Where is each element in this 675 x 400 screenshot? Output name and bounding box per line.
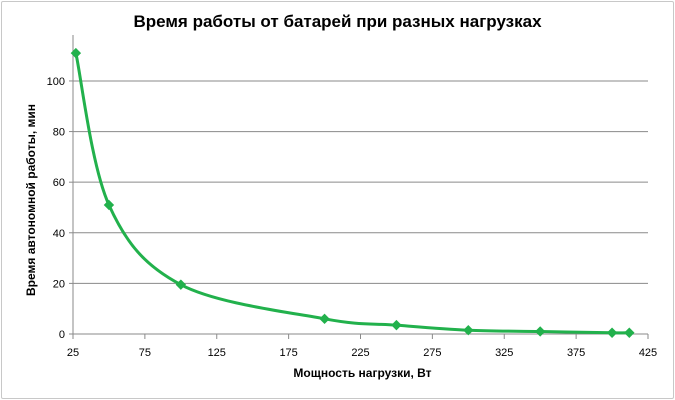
y-tick-label: 20	[53, 278, 65, 290]
x-tick-label: 325	[495, 347, 513, 359]
y-tick-label: 100	[47, 76, 65, 88]
x-tick-label: 25	[67, 347, 79, 359]
y-tick-label: 80	[53, 127, 65, 139]
x-tick-label: 175	[279, 347, 297, 359]
data-point	[606, 327, 618, 338]
data-point	[319, 313, 330, 325]
x-tick-label: 125	[208, 347, 226, 359]
x-axis-label: Мощность нагрузки, Вт	[293, 366, 432, 380]
x-tick-label: 75	[139, 347, 151, 359]
data-point	[70, 47, 82, 59]
y-tick-label: 60	[53, 177, 65, 189]
chart-title: Время работы от батарей при разных нагру…	[133, 12, 542, 31]
data-point	[175, 279, 187, 290]
data-point	[463, 324, 474, 336]
data-point	[534, 326, 546, 337]
x-tick-label: 375	[567, 347, 585, 359]
data-point	[103, 199, 115, 211]
x-tick-label: 425	[639, 347, 657, 359]
y-tick-label: 40	[53, 228, 65, 240]
y-tick-label: 0	[59, 329, 65, 341]
x-tick-label: 225	[351, 347, 369, 359]
data-point	[624, 327, 635, 338]
x-tick-label: 275	[423, 347, 441, 359]
series-line	[74, 52, 630, 335]
data-point	[391, 319, 402, 331]
